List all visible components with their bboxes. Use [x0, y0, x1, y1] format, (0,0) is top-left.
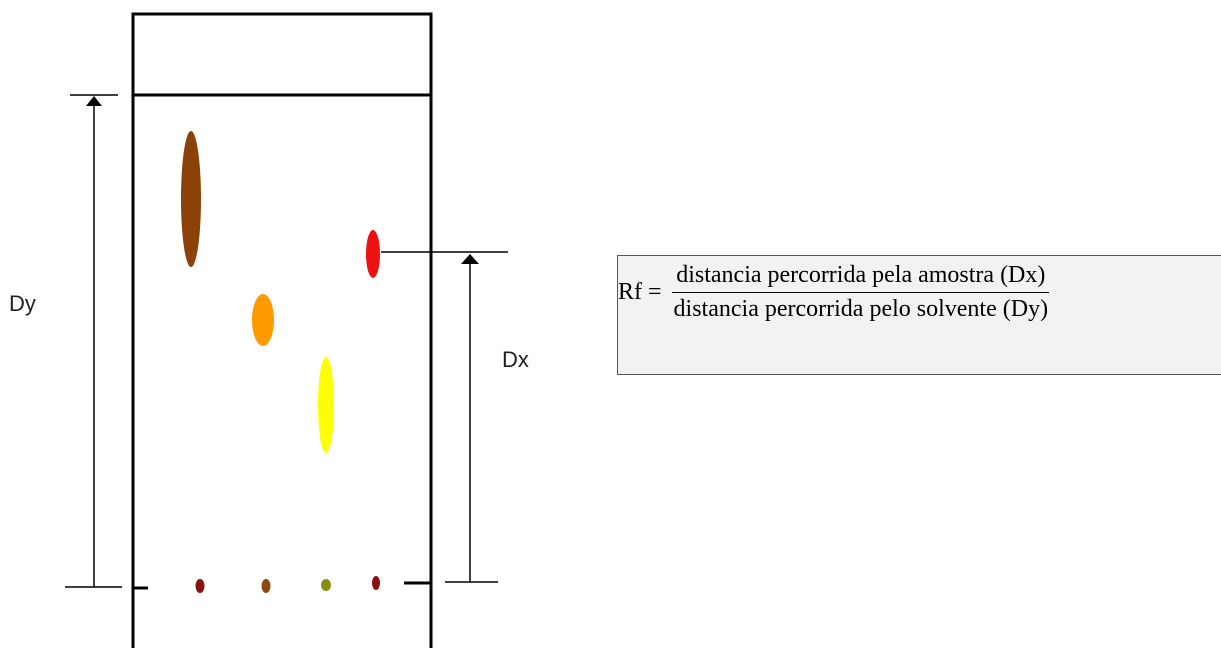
spot-red	[366, 230, 380, 278]
dx-label: Dx	[502, 347, 529, 372]
rf-fraction: distancia percorrida pela amostra (Dx) d…	[670, 262, 1053, 323]
formula-box	[617, 255, 1221, 375]
origin-dot-1	[195, 579, 205, 593]
origin-dot-2	[261, 579, 271, 593]
rf-numerator: distancia percorrida pela amostra (Dx)	[672, 262, 1050, 293]
rf-formula: Rf = distancia percorrida pela amostra (…	[618, 262, 1052, 323]
dy-label: Dy	[9, 291, 36, 316]
tlc-plate-outline	[131, 12, 433, 648]
spot-brown	[181, 131, 201, 267]
spot-orange	[252, 294, 274, 346]
origin-dot-4	[372, 576, 380, 590]
dy-arrowhead	[86, 96, 102, 106]
rf-denominator: distancia percorrida pelo solvente (Dy)	[673, 296, 1049, 322]
origin-dot-3	[321, 579, 331, 591]
dx-arrowhead	[461, 254, 479, 264]
spot-yellow	[318, 357, 334, 453]
rf-lhs: Rf =	[618, 279, 662, 305]
